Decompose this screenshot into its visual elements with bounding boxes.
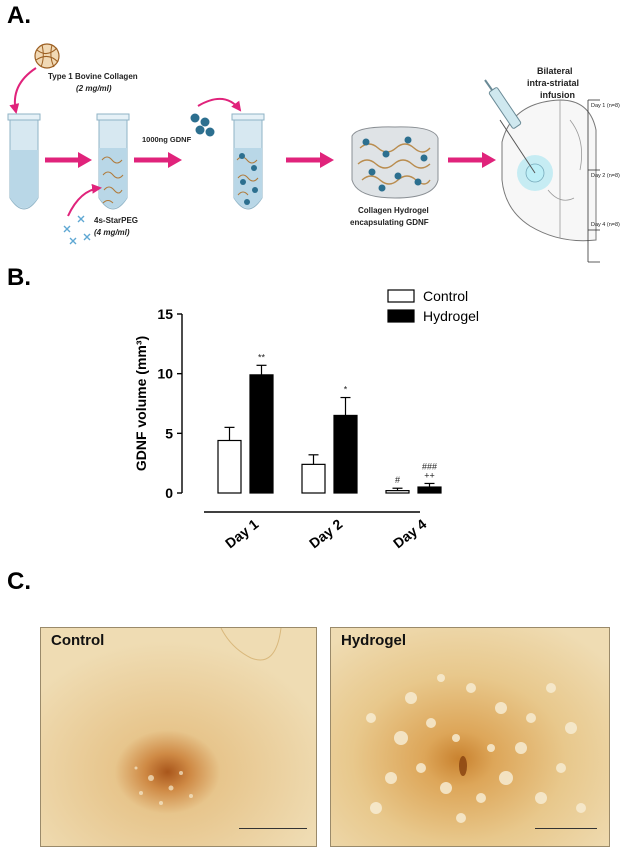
micrograph-control-title: Control: [51, 632, 105, 649]
bar-control-day4: [385, 490, 410, 494]
y-tick-label-0: 0: [165, 485, 173, 501]
timeline: [587, 99, 600, 263]
schematic-diagram: [7, 43, 600, 263]
significance-mark-2-1-1: ++: [424, 470, 435, 480]
bar-control-day2: [301, 463, 326, 494]
infusion-label-line2: intra-striatal: [527, 78, 580, 88]
y-axis-label: GDNF volume (mm³): [133, 336, 149, 471]
panel-label-c: C.: [7, 568, 31, 595]
timepoint-day1: Day 1 (n=8): [591, 103, 620, 109]
y-tick-label-10: 10: [157, 366, 173, 382]
significance-mark-2-0-0: #: [395, 475, 400, 485]
tube-3: [231, 113, 265, 210]
gdnf-dose-label: 1000ng GDNF: [142, 135, 192, 144]
timepoint-day4: Day 4 (n=8): [591, 222, 620, 228]
starpeg-icon: [63, 215, 91, 245]
collagen-arrow: [9, 67, 37, 114]
hydrogel-label-line1: Collagen Hydrogel: [358, 206, 429, 215]
bar-hydrogel-day4: [417, 486, 442, 494]
x-tick-label-1: Day 2: [306, 516, 345, 552]
micrograph-hydrogel: Hydrogel: [330, 627, 610, 847]
gdnf-arrow: [197, 98, 242, 112]
legend-label-control: Control: [423, 288, 468, 304]
x-tick-label-0: Day 1: [222, 516, 261, 552]
collagen-icon: [34, 43, 60, 69]
gdnf-beads-icon: [190, 113, 215, 137]
bar-hydrogel-day1: [249, 374, 274, 494]
x-tick-label-2: Day 4: [390, 516, 429, 552]
significance-mark-2-1-0: ###: [422, 461, 437, 471]
hydrogel-icon: [351, 126, 439, 199]
tube-2: [96, 113, 130, 210]
tube-1: [7, 113, 41, 210]
starpeg-label: 4s-StarPEG: [94, 216, 139, 225]
starpeg-arrow: [67, 183, 102, 217]
bar-hydrogel-day2: [333, 414, 358, 494]
timepoint-day2: Day 2 (n=8): [591, 173, 620, 179]
bar-control-day1: [217, 439, 242, 494]
y-tick-label-5: 5: [165, 425, 173, 441]
collagen-concentration: (2 mg/ml): [76, 84, 112, 93]
infusion-label-line1: Bilateral: [537, 66, 573, 76]
significance-mark-1-1-0: *: [344, 385, 348, 395]
y-tick-label-15: 15: [157, 306, 173, 322]
significance-mark-0-1-0: **: [258, 352, 266, 362]
legend-swatch-control: [387, 289, 415, 303]
collagen-label: Type 1 Bovine Collagen: [48, 72, 138, 81]
syringe-icon: [484, 79, 536, 174]
micrograph-control: Control: [40, 627, 317, 847]
scale-bar-control: [239, 828, 307, 829]
scale-bar-hydrogel: [535, 828, 597, 829]
starpeg-concentration: (4 mg/ml): [94, 228, 130, 237]
legend-label-hydrogel: Hydrogel: [423, 308, 479, 324]
hydrogel-label-line2: encapsulating GDNF: [350, 218, 429, 227]
panel-label-b: B.: [7, 264, 31, 291]
micrograph-hydrogel-title: Hydrogel: [341, 632, 407, 649]
panel-label-a: A.: [7, 2, 31, 29]
infusion-label-line3: infusion: [540, 90, 575, 100]
legend-swatch-hydrogel: [387, 309, 415, 323]
